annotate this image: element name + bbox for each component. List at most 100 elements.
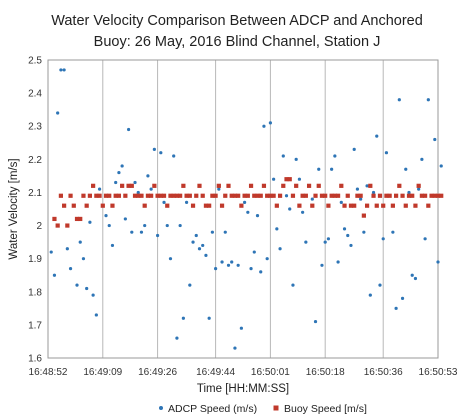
grid [102, 60, 384, 358]
buoy-point [329, 193, 334, 198]
buoy-point [81, 193, 86, 198]
y-tick-label: 1.8 [28, 287, 42, 298]
adcp-point [168, 257, 173, 261]
adcp-point [400, 296, 405, 300]
adcp-point [94, 313, 98, 317]
buoy-point [62, 203, 67, 208]
adcp-point [413, 276, 418, 281]
buoy-point [229, 193, 234, 198]
buoy-point [245, 193, 250, 198]
buoy-point [91, 183, 96, 188]
buoy-point [268, 193, 273, 198]
buoy-point [129, 183, 134, 188]
buoy-point [435, 193, 441, 198]
buoy-point [113, 193, 118, 198]
adcp-point [49, 250, 53, 254]
adcp-point [262, 124, 266, 128]
buoy-point [355, 193, 360, 198]
buoy-point [258, 193, 263, 198]
buoy-point [265, 193, 270, 198]
buoy-point [326, 203, 331, 208]
y-axis-ticks: 1.6 1.7 1.8 1.9 2 2.1 2.2 2.3 2.4 2.5 [28, 56, 42, 365]
buoy-point [232, 193, 238, 198]
buoy-point [190, 203, 196, 208]
buoy-point [400, 193, 405, 198]
adcp-point [255, 214, 260, 218]
adcp-point [281, 154, 285, 158]
adcp-point [291, 283, 295, 287]
buoy-point [149, 193, 154, 198]
adcp-point [275, 227, 279, 231]
buoy-point [84, 203, 89, 208]
adcp-point [384, 151, 389, 155]
buoy-point [123, 193, 128, 198]
adcp-point [259, 270, 263, 274]
adcp-point [65, 247, 69, 251]
buoy-point [287, 177, 292, 182]
buoy-point [165, 203, 170, 208]
buoy-point [197, 183, 202, 188]
buoy-point [284, 177, 289, 182]
adcp-point [146, 174, 150, 178]
adcp-point [88, 220, 92, 224]
x-tick-label: 16:49:09 [83, 367, 122, 378]
buoy-point [155, 193, 160, 198]
adcp-point [355, 187, 360, 191]
buoy-point [319, 193, 325, 198]
x-tick-label: 16:48:52 [29, 367, 68, 378]
buoy-point [390, 203, 395, 208]
buoy-point [261, 183, 267, 188]
buoy-point [248, 183, 254, 188]
x-tick-label: 16:50:18 [306, 367, 345, 378]
buoy-point [332, 193, 337, 198]
adcp-point [165, 223, 169, 228]
buoy-point [242, 193, 247, 198]
buoy-point [371, 193, 376, 198]
buoy-point [397, 183, 402, 188]
buoy-point [316, 183, 321, 188]
adcp-point [104, 214, 108, 218]
buoy-point [335, 193, 341, 198]
buoy-point [213, 193, 218, 198]
x-tick-label: 16:49:26 [138, 367, 177, 378]
adcp-point [130, 230, 134, 234]
adcp-point [201, 243, 205, 248]
adcp-point [149, 187, 153, 191]
buoy-series [52, 177, 444, 228]
buoy-point [152, 183, 157, 188]
plot-area-border [47, 59, 439, 359]
adcp-point [362, 230, 366, 234]
buoy-point [110, 203, 115, 208]
adcp-point [114, 180, 118, 185]
buoy-point [387, 193, 392, 198]
buoy-point [171, 193, 176, 198]
adcp-point [59, 68, 63, 72]
buoy-point [94, 193, 99, 198]
buoy-point [181, 183, 186, 188]
buoy-point [145, 193, 151, 198]
adcp-point [339, 200, 343, 204]
buoy-point [364, 203, 370, 208]
buoy-point [410, 193, 415, 198]
adcp-point [120, 164, 124, 168]
buoy-point [178, 193, 183, 198]
adcp-series [49, 68, 443, 350]
adcp-point [78, 240, 82, 244]
adcp-point [62, 68, 66, 72]
y-tick-label: 2.3 [28, 122, 42, 133]
adcp-point [426, 98, 430, 102]
adcp-point [181, 316, 185, 320]
x-axis-title: Time [HH:MM:SS] [197, 383, 289, 395]
buoy-point [161, 193, 167, 198]
adcp-point [143, 223, 147, 228]
adcp-point [133, 180, 137, 185]
adcp-point [249, 267, 253, 271]
buoy-point [126, 183, 131, 188]
buoy-point [194, 193, 199, 198]
adcp-point [268, 121, 272, 125]
adcp-point [178, 223, 182, 228]
adcp-point [397, 98, 401, 102]
adcp-point [162, 200, 166, 204]
adcp-point [107, 223, 111, 228]
buoy-point [71, 203, 76, 208]
